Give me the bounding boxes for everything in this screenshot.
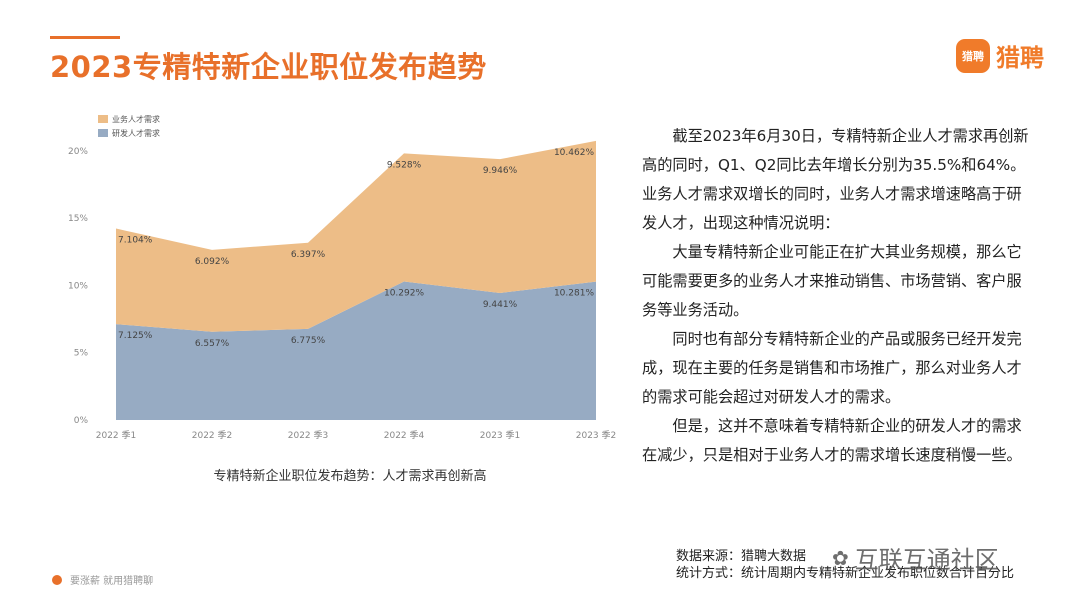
analysis-text: 截至2023年6月30日，专精特新企业人才需求再创新高的同时，Q1、Q2同比去年… [642, 122, 1035, 470]
x-tick-label: 2022 季4 [384, 429, 425, 441]
data-label: 9.528% [387, 160, 422, 170]
brand-logo: 猎聘 猎聘 [956, 38, 1044, 73]
data-source: 数据来源：猎聘大数据 统计方式：统计周期内专精特新企业发布职位数合计百分比 [676, 548, 1014, 582]
source-line: 数据来源：猎聘大数据 [676, 549, 807, 564]
stacked-area-chart: 7.125% 6.557% 6.775% 10.292% 9.441% 10.281% 7.… [68, 114, 617, 441]
logo-text: 猎聘 [996, 44, 1044, 72]
footer: 要涨薪 就用猎聘聊 [52, 572, 153, 587]
data-label: 7.125% [118, 331, 153, 341]
paragraph: 同时也有部分专精特新企业的产品或服务已经开发完成，现在主要的任务是销售和市场推广… [642, 330, 1022, 406]
paragraph: 截至2023年6月30日，专精特新企业人才需求再创新高的同时，Q1、Q2同比去年… [642, 127, 1029, 174]
data-label: 9.441% [483, 300, 518, 310]
data-label: 10.462% [554, 148, 594, 158]
watermark-text: 互联互通社区 [854, 546, 999, 574]
x-tick-label: 2022 季3 [288, 429, 329, 441]
wechat-icon: ✿ [832, 545, 849, 570]
paragraph: 大量专精特新企业可能正在扩大其业务规模，那么它可能需要更多的业务人才来推动销售、… [642, 243, 1022, 319]
data-label: 7.104% [118, 236, 153, 246]
data-label: 6.092% [195, 257, 230, 267]
data-label: 10.281% [554, 289, 594, 299]
y-tick-label: 20% [68, 147, 88, 157]
paragraph: 业务人才需求双增长的同时，业务人才需求增速略高于研发人才，出现这种情况说明： [642, 185, 1022, 232]
chart-caption: 专精特新企业职位发布趋势：人才需求再创新高 [213, 469, 487, 484]
legend-swatch [98, 115, 108, 123]
legend-swatch [98, 129, 108, 137]
x-tick-label: 2022 季1 [96, 429, 137, 441]
paragraph: 但是，这并不意味着专精特新企业的研发人才的需求在减少，只是相对于业务人才的需求增… [642, 417, 1022, 464]
footer-dot-icon [52, 574, 62, 585]
area-series-1 [116, 140, 596, 332]
data-label: 6.557% [195, 339, 230, 349]
x-tick-label: 2022 季2 [192, 429, 233, 441]
footer-text: 要涨薪 就用猎聘聊 [70, 576, 154, 587]
title-accent-bar [50, 36, 120, 39]
data-label: 6.397% [291, 250, 326, 260]
y-tick-label: 0% [74, 416, 89, 426]
data-label: 6.775% [291, 336, 326, 346]
data-label: 9.946% [483, 166, 518, 176]
watermark: ✿ 互联互通社区 [832, 540, 999, 575]
area-series-0 [116, 281, 596, 420]
page-title: 2023专精特新企业职位发布趋势 [50, 50, 487, 84]
legend-label: 业务人才需求 [112, 114, 160, 124]
y-tick-label: 5% [74, 349, 89, 359]
x-tick-label: 2023 季1 [480, 429, 521, 441]
data-label: 10.292% [384, 289, 424, 299]
logo-icon: 猎聘 [956, 38, 990, 73]
y-tick-label: 10% [68, 281, 88, 291]
method-line: 统计方式：统计周期内专精特新企业发布职位数合计百分比 [676, 566, 1015, 581]
y-tick-label: 15% [68, 214, 88, 224]
legend-label: 研发人才需求 [112, 128, 160, 138]
x-tick-label: 2023 季2 [576, 429, 617, 441]
